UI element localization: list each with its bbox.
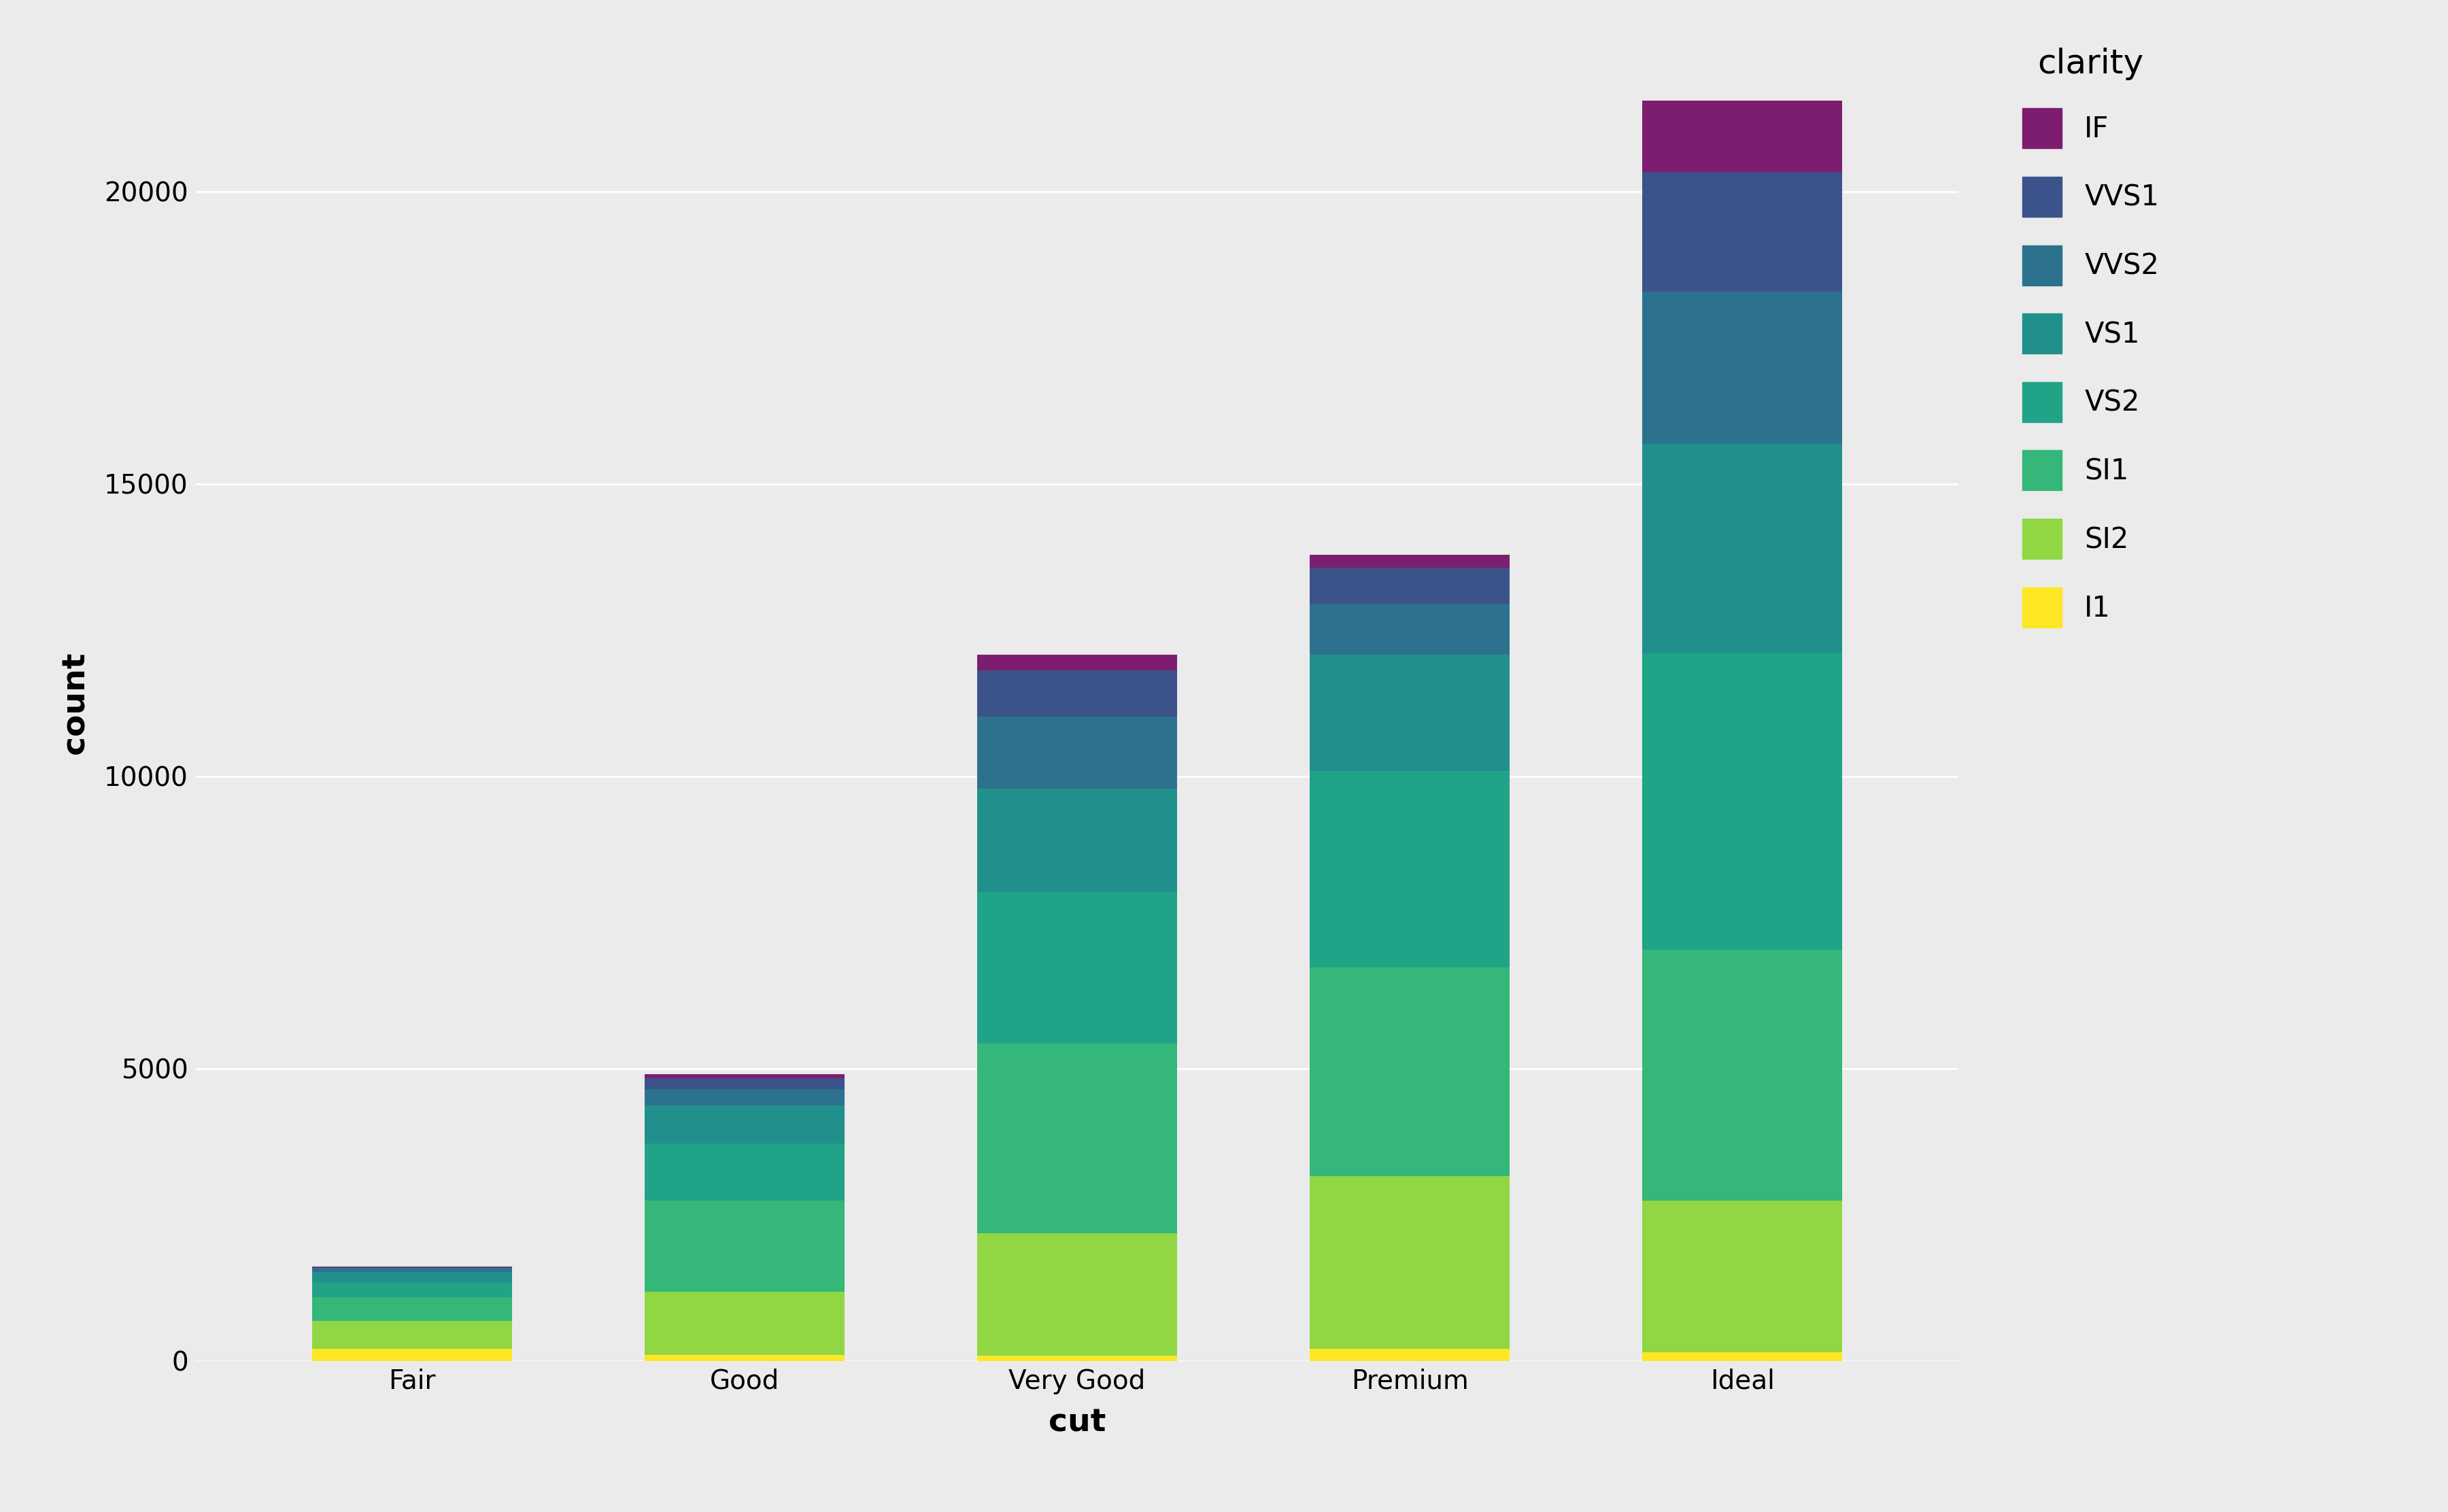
Bar xyxy=(313,1269,512,1272)
Bar xyxy=(644,1089,845,1105)
Bar xyxy=(644,1105,845,1143)
Bar xyxy=(1643,653,1841,950)
Bar xyxy=(313,1272,512,1282)
Bar xyxy=(313,1349,512,1361)
Bar xyxy=(977,655,1177,670)
Bar xyxy=(977,1043,1177,1234)
Bar xyxy=(1643,443,1841,653)
Bar xyxy=(977,717,1177,788)
Bar xyxy=(644,1355,845,1361)
Bar xyxy=(1643,292,1841,443)
Bar xyxy=(644,1291,845,1355)
Bar xyxy=(644,1201,845,1291)
Bar xyxy=(977,788,1177,892)
Bar xyxy=(1310,655,1510,771)
Bar xyxy=(1643,950,1841,1201)
X-axis label: cut: cut xyxy=(1048,1408,1106,1438)
Bar xyxy=(977,892,1177,1043)
Bar xyxy=(313,1297,512,1321)
Y-axis label: count: count xyxy=(61,652,91,754)
Bar xyxy=(313,1321,512,1349)
Bar xyxy=(977,1234,1177,1356)
Bar xyxy=(1310,555,1510,569)
Bar xyxy=(1310,569,1510,603)
Bar xyxy=(1310,1176,1510,1349)
Bar xyxy=(977,1356,1177,1361)
Bar xyxy=(1310,968,1510,1176)
Legend: IF, VVS1, VVS2, VS1, VS2, SI1, SI2, I1: IF, VVS1, VVS2, VS1, VS2, SI1, SI2, I1 xyxy=(2007,33,2174,641)
Bar xyxy=(1310,771,1510,968)
Bar xyxy=(1643,1352,1841,1361)
Bar xyxy=(1643,101,1841,172)
Bar xyxy=(313,1282,512,1297)
Bar xyxy=(1310,1349,1510,1361)
Bar xyxy=(1643,1201,1841,1352)
Bar xyxy=(644,1078,845,1089)
Bar xyxy=(644,1074,845,1078)
Bar xyxy=(1643,172,1841,292)
Bar xyxy=(644,1143,845,1201)
Bar xyxy=(977,670,1177,717)
Bar xyxy=(1310,603,1510,655)
